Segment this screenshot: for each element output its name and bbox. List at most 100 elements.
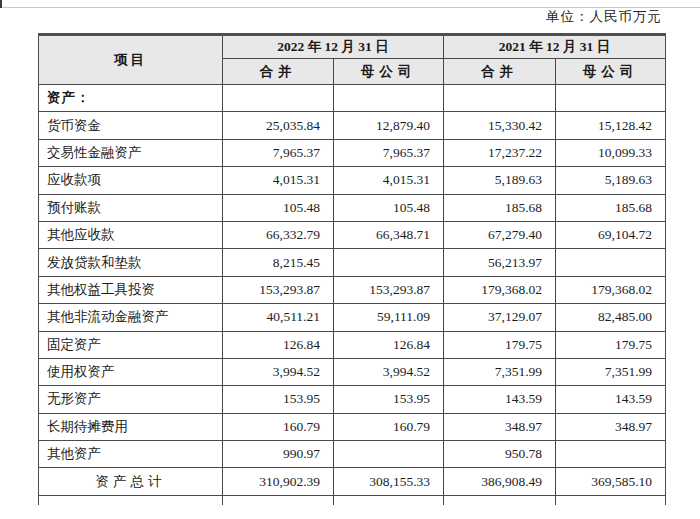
cell-value [334,441,444,468]
clipped-cell [39,495,223,505]
row-label: 其他资产 [39,441,223,468]
cell-value: 990.97 [223,441,334,468]
col-header-2021-consolidated: 合并 [444,59,556,85]
cell-value: 348.97 [556,413,666,440]
cell-value: 310,902.39 [223,468,334,495]
table-row: 无形资产153.95153.95143.59143.59 [39,386,666,413]
cell-value: 185.68 [444,194,556,221]
table-row: 应收款项4,015.314,015.315,189.635,189.63 [39,167,666,194]
cell-value: 4,015.31 [223,167,334,194]
col-header-2021-parent: 母公司 [556,59,666,85]
table-row: 发放贷款和垫款8,215.4556,213.97 [39,249,666,276]
table-row: 长期待摊费用160.79160.79348.97348.97 [39,413,666,440]
cell-value: 4,015.31 [334,167,444,194]
cell-value: 7,965.37 [334,139,444,166]
cell-value: 66,348.71 [334,221,444,248]
clipped-cell [556,495,666,505]
table-row: 其他非流动金融资产40,511.2159,111.0937,129.0782,4… [39,304,666,331]
cell-value: 7,351.99 [444,358,556,385]
col-header-2021: 2021 年 12 月 31 日 [444,35,666,59]
cell-value: 15,330.42 [444,112,556,139]
cell-value: 160.79 [223,413,334,440]
cell-value: 10,099.33 [556,139,666,166]
clipped-cell [334,495,444,505]
cell-value: 126.84 [334,331,444,358]
table-row: 货币资金25,035.8412,879.4015,330.4215,128.42 [39,112,666,139]
row-label: 长期待摊费用 [39,413,223,440]
col-header-2022: 2022 年 12 月 31 日 [223,35,444,59]
row-label: 资产： [39,85,223,112]
cell-value: 179.75 [556,331,666,358]
row-label: 货币资金 [39,112,223,139]
col-header-item: 项目 [39,35,223,85]
cell-value: 40,511.21 [223,304,334,331]
cell-value: 369,585.10 [556,468,666,495]
clipped-cell [444,495,556,505]
unit-label: 单位：人民币万元 [546,8,662,26]
table-header: 项目 2022 年 12 月 31 日 2021 年 12 月 31 日 合并 … [39,35,666,85]
cell-value: 3,994.52 [223,358,334,385]
cell-value: 143.59 [444,386,556,413]
cell-value: 5,189.63 [444,167,556,194]
cell-value: 17,237.22 [444,139,556,166]
table-row: 其他权益工具投资153,293.87153,293.87179,368.0217… [39,276,666,303]
row-label: 预付账款 [39,194,223,221]
cell-value: 348.97 [444,413,556,440]
cell-value [334,249,444,276]
cell-value: 56,213.97 [444,249,556,276]
cell-value [444,85,556,112]
cell-value: 153.95 [334,386,444,413]
row-label: 其他非流动金融资产 [39,304,223,331]
cell-value: 105.48 [334,194,444,221]
cell-value: 25,035.84 [223,112,334,139]
cell-value: 105.48 [223,194,334,221]
row-label: 其他权益工具投资 [39,276,223,303]
cell-value: 185.68 [556,194,666,221]
cell-value: 82,485.00 [556,304,666,331]
cell-value: 12,879.40 [334,112,444,139]
cell-value: 386,908.49 [444,468,556,495]
cell-value: 15,128.42 [556,112,666,139]
cell-value: 5,189.63 [556,167,666,194]
table-row: 固定资产126.84126.84179.75179.75 [39,331,666,358]
row-label: 固定资产 [39,331,223,358]
cell-value [556,249,666,276]
cell-value: 153,293.87 [334,276,444,303]
row-label: 资产总计 [39,468,223,495]
cell-value: 179.75 [444,331,556,358]
table-row: 资产总计310,902.39308,155.33386,908.49369,58… [39,468,666,495]
cell-value: 160.79 [334,413,444,440]
balance-sheet-table: 项目 2022 年 12 月 31 日 2021 年 12 月 31 日 合并 … [38,33,666,505]
table-body: 资产：货币资金25,035.8412,879.4015,330.4215,128… [39,85,666,506]
cell-value: 66,332.79 [223,221,334,248]
clipped-next-row [39,495,666,505]
row-label: 交易性金融资产 [39,139,223,166]
cell-value [556,85,666,112]
table-row: 其他资产990.97 950.78 [39,441,666,468]
cell-value: 7,965.37 [223,139,334,166]
row-label: 发放贷款和垫款 [39,249,223,276]
row-label: 应收款项 [39,167,223,194]
cell-value: 37,129.07 [444,304,556,331]
corner-mark [0,0,2,8]
cell-value: 179,368.02 [444,276,556,303]
table-row: 其他应收款66,332.7966,348.7167,279.4069,104.7… [39,221,666,248]
cell-value: 143.59 [556,386,666,413]
cell-value: 950.78 [444,441,556,468]
col-header-2022-consolidated: 合并 [223,59,334,85]
cell-value: 7,351.99 [556,358,666,385]
cell-value: 3,994.52 [334,358,444,385]
row-label: 其他应收款 [39,221,223,248]
row-label: 无形资产 [39,386,223,413]
cell-value: 179,368.02 [556,276,666,303]
cell-value: 126.84 [223,331,334,358]
table-row: 使用权资产3,994.523,994.527,351.997,351.99 [39,358,666,385]
table-row: 预付账款105.48105.48185.68185.68 [39,194,666,221]
header-row-dates: 项目 2022 年 12 月 31 日 2021 年 12 月 31 日 [39,35,666,59]
cell-value [556,441,666,468]
cell-value: 67,279.40 [444,221,556,248]
col-header-2022-parent: 母公司 [334,59,444,85]
table-row: 交易性金融资产7,965.377,965.3717,237.2210,099.3… [39,139,666,166]
cell-value [334,85,444,112]
cell-value: 308,155.33 [334,468,444,495]
